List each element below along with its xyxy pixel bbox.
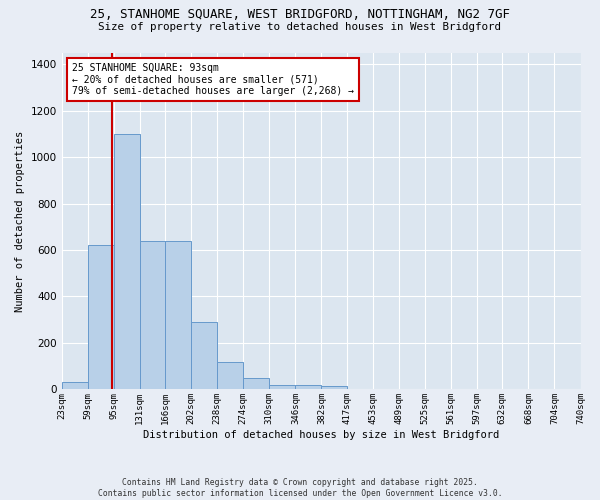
Bar: [165, 240, 191, 390]
Bar: [88, 246, 114, 390]
Bar: [243, 378, 269, 390]
Bar: [191, 322, 217, 390]
Text: Contains HM Land Registry data © Crown copyright and database right 2025.
Contai: Contains HM Land Registry data © Crown c…: [98, 478, 502, 498]
Bar: [322, 386, 347, 390]
Bar: [114, 134, 140, 390]
X-axis label: Distribution of detached houses by size in West Bridgford: Distribution of detached houses by size …: [143, 430, 499, 440]
Bar: [269, 385, 295, 390]
Text: 25 STANHOME SQUARE: 93sqm
← 20% of detached houses are smaller (571)
79% of semi: 25 STANHOME SQUARE: 93sqm ← 20% of detac…: [72, 62, 354, 96]
Bar: [217, 362, 243, 390]
Text: Size of property relative to detached houses in West Bridgford: Size of property relative to detached ho…: [98, 22, 502, 32]
Bar: [295, 385, 322, 390]
Bar: [140, 240, 165, 390]
Bar: [62, 382, 88, 390]
Y-axis label: Number of detached properties: Number of detached properties: [15, 130, 25, 312]
Text: 25, STANHOME SQUARE, WEST BRIDGFORD, NOTTINGHAM, NG2 7GF: 25, STANHOME SQUARE, WEST BRIDGFORD, NOT…: [90, 8, 510, 20]
